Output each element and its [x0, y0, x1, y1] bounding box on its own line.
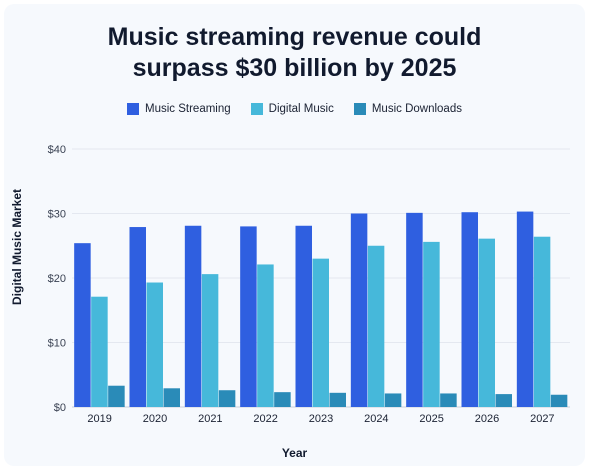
y-tick-label: $0 — [54, 402, 66, 414]
chart-title: Music streaming revenue could surpass $3… — [0, 22, 589, 84]
bar-music-streaming — [406, 212, 423, 407]
legend-swatch-music-streaming — [127, 103, 140, 115]
bar-music-streaming — [516, 211, 534, 407]
x-tick-label: 2021 — [198, 413, 222, 425]
chart-legend: Music Streaming Digital Music Music Down… — [0, 103, 589, 115]
bar-digital-music — [257, 264, 274, 407]
x-tick-label: 2019 — [87, 413, 111, 425]
bar-digital-music — [91, 296, 108, 407]
x-axis-label: Year — [281, 446, 308, 460]
bar-music-downloads — [218, 390, 236, 407]
legend-swatch-digital-music — [250, 103, 263, 115]
x-tick-label: 2023 — [309, 413, 333, 425]
x-tick-label: 2020 — [143, 413, 167, 425]
y-tick-label: $10 — [48, 338, 66, 350]
y-axis-label: Digital Music Market — [10, 188, 24, 306]
legend-label-digital-music: Digital Music — [268, 103, 334, 115]
bar-music-streaming — [184, 225, 202, 407]
bar-music-downloads — [440, 393, 457, 407]
chart-title-line-2: surpass $30 billion by 2025 — [132, 54, 457, 82]
x-tick-label: 2025 — [419, 413, 443, 425]
legend-label-music-downloads: Music Downloads — [371, 103, 462, 115]
bar-music-downloads — [495, 394, 512, 407]
bar-music-streaming — [74, 243, 91, 407]
bar-music-streaming — [461, 212, 478, 407]
bar-digital-music — [201, 274, 219, 407]
legend-swatch-music-downloads — [353, 103, 366, 115]
x-tick-label: 2027 — [530, 413, 554, 425]
y-tick-label: $30 — [48, 209, 66, 221]
bar-music-streaming — [129, 227, 146, 407]
bar-digital-music — [146, 282, 163, 407]
bar-music-downloads — [384, 393, 402, 407]
bar-music-downloads — [274, 392, 291, 407]
bar-digital-music — [312, 258, 329, 407]
bar-music-downloads — [163, 388, 180, 407]
y-tick-label: $40 — [48, 144, 66, 156]
x-tick-label: 2024 — [364, 413, 388, 425]
bar-music-streaming — [240, 226, 257, 407]
bar-digital-music — [533, 236, 551, 407]
bar-music-streaming — [350, 213, 368, 407]
bar-music-streaming — [295, 225, 312, 407]
bar-music-downloads — [550, 394, 568, 407]
legend-label-music-streaming: Music Streaming — [145, 103, 231, 115]
bar-digital-music — [367, 245, 385, 407]
bar-digital-music — [478, 238, 495, 407]
legend-item-music-streaming[interactable]: Music Streaming — [127, 103, 231, 115]
legend-item-music-downloads[interactable]: Music Downloads — [353, 103, 462, 115]
chart-title-line-1: Music streaming revenue could — [107, 23, 482, 51]
legend-item-digital-music[interactable]: Digital Music — [250, 103, 334, 115]
x-tick-label: 2026 — [475, 413, 499, 425]
y-tick-label: $20 — [48, 273, 66, 285]
bar-music-downloads — [329, 392, 346, 407]
bar-music-downloads — [108, 385, 125, 407]
bar-digital-music — [423, 241, 440, 407]
x-tick-label: 2022 — [253, 413, 277, 425]
